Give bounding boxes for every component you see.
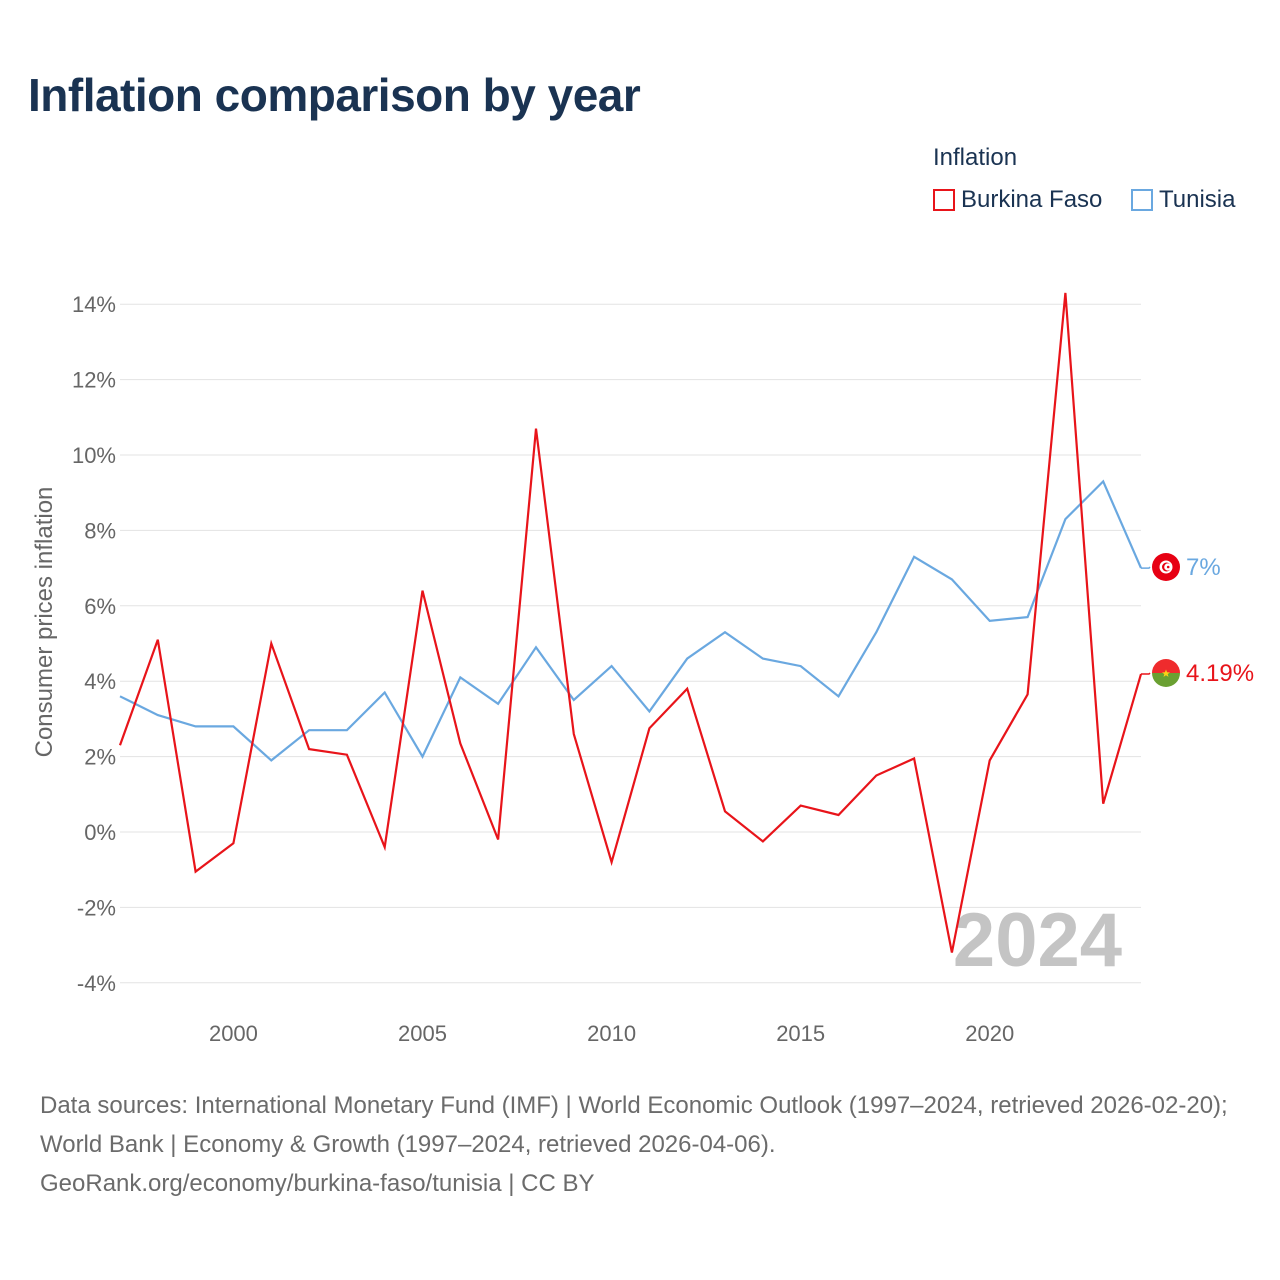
end-value-label-burkina-faso: 4.19% bbox=[1186, 660, 1254, 687]
end-connector-burkina-faso bbox=[1141, 672, 1151, 675]
y-tick-label: 2% bbox=[84, 745, 116, 770]
series-line-tunisia[interactable] bbox=[119, 479, 1143, 762]
x-axis-ticks: 2000 2005 2010 2015 2020 bbox=[209, 1021, 1014, 1046]
year-watermark: 2024 bbox=[953, 898, 1122, 983]
x-tick-label: 2000 bbox=[209, 1021, 258, 1046]
y-tick-label: -4% bbox=[77, 971, 116, 996]
legend-item-tunisia[interactable]: Tunisia bbox=[1131, 186, 1235, 214]
data-sources: Data sources: International Monetary Fun… bbox=[40, 1086, 1250, 1203]
y-tick-label: 6% bbox=[84, 594, 116, 619]
y-tick-label: 10% bbox=[72, 443, 116, 468]
tunisia-flag-icon bbox=[1152, 553, 1180, 581]
legend-title: Inflation bbox=[933, 144, 1018, 171]
gridlines bbox=[120, 303, 1141, 984]
y-tick-label: 8% bbox=[84, 518, 116, 543]
end-connector-tunisia bbox=[1141, 566, 1151, 569]
license-link[interactable]: GeoRank.org/economy/burkina-faso/tunisia… bbox=[40, 1170, 595, 1197]
end-value-label-tunisia: 7% bbox=[1186, 554, 1221, 581]
sources-text: Data sources: International Monetary Fun… bbox=[40, 1092, 1228, 1158]
line-chart: -4%-2%0%2%4%6%8%10%12%14% 2000 2005 2010 20… bbox=[31, 292, 1254, 1046]
x-tick-label: 2020 bbox=[965, 1021, 1014, 1046]
y-axis-label: Consumer prices inflation bbox=[31, 487, 58, 758]
chart-title: Inflation comparison by year bbox=[28, 69, 641, 121]
end-markers: 4.19% 7% bbox=[1141, 553, 1254, 687]
burkina-faso-flag-icon bbox=[1152, 659, 1180, 687]
series-line-burkina-faso[interactable] bbox=[118, 292, 1143, 953]
y-tick-label: 14% bbox=[72, 292, 116, 317]
x-tick-label: 2010 bbox=[587, 1021, 636, 1046]
legend-swatch-burkina-faso bbox=[933, 189, 955, 211]
legend-item-burkina-faso[interactable]: Burkina Faso bbox=[933, 186, 1102, 214]
legend-label-burkina-faso: Burkina Faso bbox=[961, 186, 1103, 213]
legend-label-tunisia: Tunisia bbox=[1159, 186, 1236, 213]
y-tick-label: 4% bbox=[84, 669, 116, 694]
x-tick-label: 2015 bbox=[776, 1021, 825, 1046]
legend-swatch-tunisia bbox=[1131, 189, 1153, 211]
y-tick-label: 12% bbox=[72, 368, 116, 393]
y-tick-label: 0% bbox=[84, 820, 116, 845]
y-tick-label: -2% bbox=[77, 895, 116, 920]
x-tick-label: 2005 bbox=[398, 1021, 447, 1046]
series-lines bbox=[118, 292, 1143, 953]
y-axis-ticks: -4% -2% 0% 2% 4% 6% 8% 10% 12% 14% bbox=[72, 292, 116, 996]
